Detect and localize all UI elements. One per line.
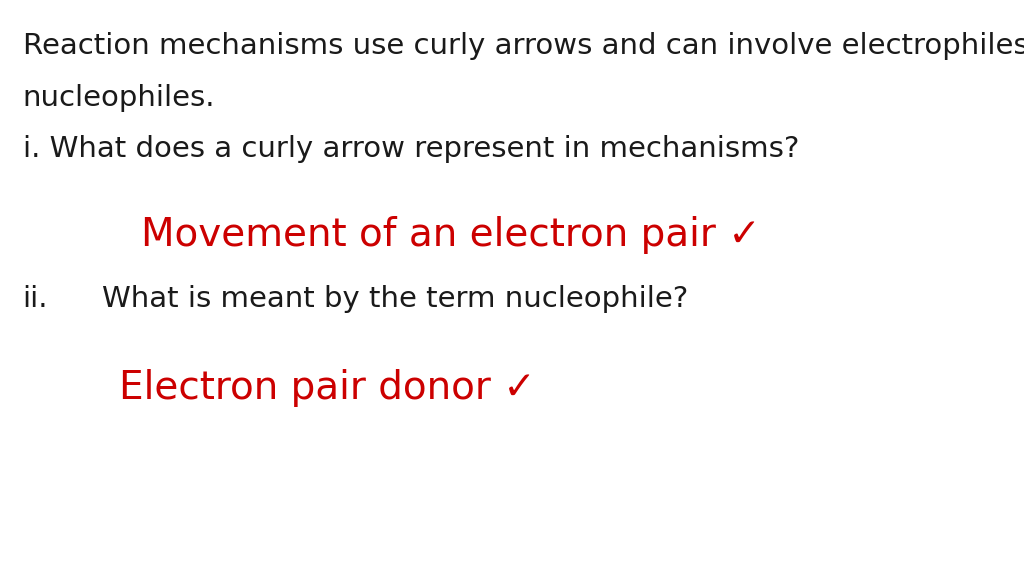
Text: What is meant by the term nucleophile?: What is meant by the term nucleophile?	[102, 285, 689, 313]
Text: ii.: ii.	[23, 285, 48, 313]
Text: nucleophiles.: nucleophiles.	[23, 84, 215, 112]
Text: i. What does a curly arrow represent in mechanisms?: i. What does a curly arrow represent in …	[23, 135, 799, 164]
Text: Reaction mechanisms use curly arrows and can involve electrophiles and: Reaction mechanisms use curly arrows and…	[23, 32, 1024, 60]
Text: Movement of an electron pair ✓: Movement of an electron pair ✓	[140, 216, 761, 254]
Text: Electron pair donor ✓: Electron pair donor ✓	[119, 369, 537, 407]
